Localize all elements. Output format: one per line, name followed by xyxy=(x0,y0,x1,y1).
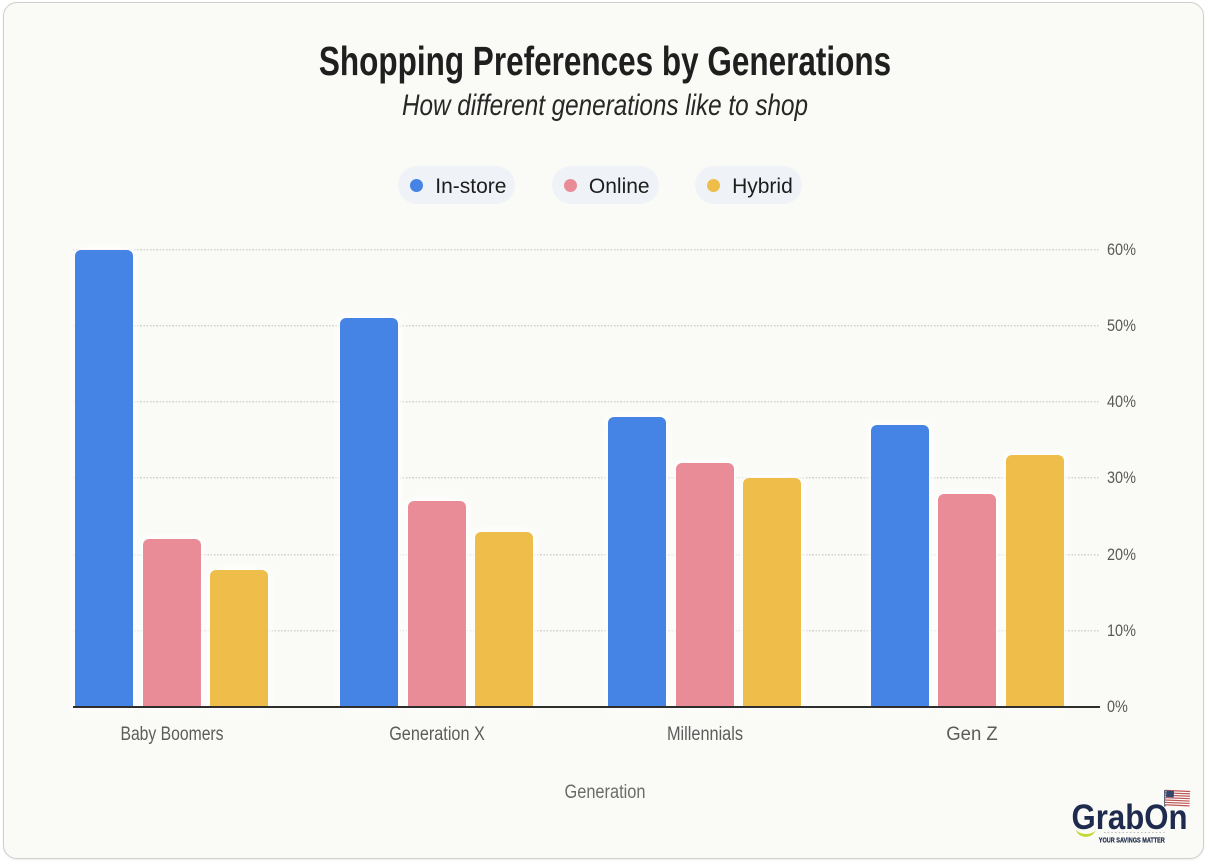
svg-text:GrabOn: GrabOn xyxy=(1072,798,1188,837)
svg-text:YOUR SAVINGS MATTER: YOUR SAVINGS MATTER xyxy=(1099,838,1165,845)
